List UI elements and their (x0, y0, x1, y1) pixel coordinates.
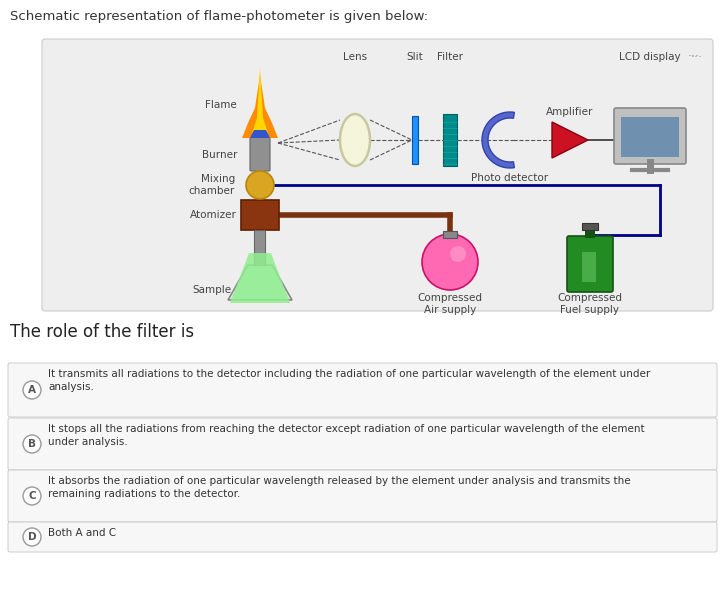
Text: ...: ... (688, 46, 700, 58)
Text: Flame: Flame (205, 100, 237, 110)
Circle shape (450, 246, 466, 262)
Bar (443, 231, 457, 238)
Text: Compressed
Fuel supply: Compressed Fuel supply (558, 293, 623, 314)
Bar (582, 223, 598, 230)
Circle shape (23, 381, 41, 399)
Bar (443, 114, 457, 166)
Text: Photo detector: Photo detector (471, 173, 549, 183)
Polygon shape (482, 112, 514, 168)
Bar (585, 230, 595, 238)
Text: Sample: Sample (193, 285, 232, 295)
Bar (412, 116, 418, 164)
FancyBboxPatch shape (42, 39, 713, 311)
Text: A: A (28, 385, 36, 395)
Text: It transmits all radiations to the detector including the radiation of one parti: It transmits all radiations to the detec… (48, 369, 650, 392)
Text: It stops all the radiations from reaching the detector except radiation of one p: It stops all the radiations from reachin… (48, 424, 645, 447)
Ellipse shape (340, 114, 370, 166)
Polygon shape (230, 253, 290, 303)
Text: Schematic representation of flame-photometer is given below:: Schematic representation of flame-photom… (10, 10, 428, 23)
Text: B: B (28, 439, 36, 449)
Polygon shape (552, 122, 588, 158)
Text: ...: ... (691, 47, 703, 60)
Polygon shape (250, 130, 270, 138)
FancyBboxPatch shape (250, 137, 270, 171)
Text: It absorbs the radiation of one particular wavelength released by the element un: It absorbs the radiation of one particul… (48, 476, 631, 499)
Text: The role of the filter is: The role of the filter is (10, 323, 194, 341)
Text: D: D (28, 532, 36, 542)
FancyBboxPatch shape (567, 236, 613, 292)
FancyBboxPatch shape (8, 470, 717, 522)
Text: Both A and C: Both A and C (48, 528, 116, 538)
Text: C: C (28, 491, 36, 501)
Text: Burner: Burner (202, 150, 237, 160)
Text: Slit: Slit (407, 52, 423, 62)
Text: Lens: Lens (343, 52, 367, 62)
Text: Compressed
Air supply: Compressed Air supply (418, 293, 483, 314)
Text: Amplifier: Amplifier (547, 107, 594, 117)
FancyBboxPatch shape (8, 522, 717, 552)
Bar (254, 230, 265, 265)
Circle shape (23, 528, 41, 546)
Bar (241, 200, 279, 230)
Text: LCD display: LCD display (619, 52, 681, 62)
Polygon shape (228, 265, 292, 300)
Bar (621, 117, 679, 157)
FancyBboxPatch shape (8, 363, 717, 417)
Circle shape (422, 234, 478, 290)
Text: Atomizer: Atomizer (190, 210, 237, 220)
FancyBboxPatch shape (614, 108, 686, 164)
Circle shape (23, 487, 41, 505)
Bar (445, 232, 455, 234)
Text: Mixing
chamber: Mixing chamber (188, 174, 235, 196)
Polygon shape (252, 67, 268, 133)
Text: Filter: Filter (437, 52, 463, 62)
Polygon shape (242, 75, 278, 138)
FancyBboxPatch shape (8, 418, 717, 470)
Bar (582, 252, 596, 282)
Circle shape (246, 171, 274, 199)
Circle shape (23, 435, 41, 453)
